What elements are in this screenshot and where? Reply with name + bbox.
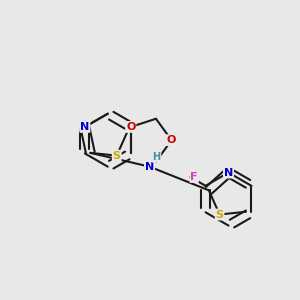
Text: F: F (190, 172, 198, 182)
Text: N: N (145, 162, 154, 172)
Text: O: O (167, 135, 176, 145)
Text: N: N (80, 122, 89, 132)
Text: S: S (216, 209, 224, 220)
Text: S: S (113, 151, 121, 160)
Text: N: N (224, 168, 233, 178)
Text: O: O (126, 122, 135, 132)
Text: H: H (152, 152, 160, 162)
